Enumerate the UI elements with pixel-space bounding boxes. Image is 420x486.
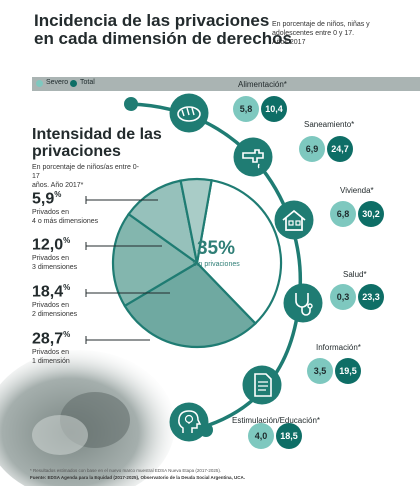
dimension-label: Alimentación* — [238, 80, 287, 89]
pie-center-caption: Sin privaciones — [192, 261, 240, 268]
intensity-value: 12,0% — [32, 236, 71, 254]
faucet-icon — [233, 137, 273, 177]
child-photo — [0, 350, 175, 486]
pie-slice-3 — [127, 179, 199, 266]
dimension-label: Saneamiento* — [304, 120, 355, 129]
pie-center-label: 35% Sin privaciones — [188, 238, 244, 268]
legend-total-label: Total — [80, 79, 95, 86]
total-value-bubble: 30,2 — [358, 201, 384, 227]
document-icon — [242, 365, 282, 405]
intensity-label-3: 28,7% Privados en 1 dimensión — [32, 330, 70, 366]
intensity-desc-1: Privados en — [32, 349, 69, 357]
severe-value-bubble: 6,9 — [299, 136, 325, 162]
intensity-label-1: 12,0% Privados en 3 dimensiones — [32, 236, 77, 272]
stethoscope-icon — [283, 283, 323, 323]
intensity-value: 18,4% — [32, 283, 71, 301]
total-value-bubble: 24,7 — [327, 136, 353, 162]
pie-slice-2 — [111, 212, 200, 308]
dimension-label: Estimulación/Educación* — [232, 416, 321, 425]
pie-slice-1 — [123, 261, 257, 349]
intensity-title: Intensidad de las privaciones — [32, 126, 162, 160]
intensity-value: 28,7% — [32, 330, 71, 348]
dimension-label: Información* — [316, 343, 361, 352]
intensity-label-0: 5,9% Privados en 4 o más dimensiones — [32, 190, 98, 226]
total-value-bubble: 18,5 — [276, 423, 302, 449]
total-value-bubble: 19,5 — [335, 358, 361, 384]
total-value-bubble: 23,3 — [358, 284, 384, 310]
intensity-desc-2: 2 dimensiones — [32, 311, 78, 319]
intensity-desc-1: Privados en — [32, 302, 69, 310]
intensity-value: 5,9% — [32, 190, 62, 208]
severe-value-bubble: 0,3 — [330, 284, 356, 310]
main-title: Incidencia de las privaciones en cada di… — [34, 11, 292, 48]
severe-value-bubble: 5,8 — [233, 96, 259, 122]
intensity-desc-2: 4 o más dimensiones — [32, 218, 99, 226]
dimension-label: Vivienda* — [340, 186, 374, 195]
pie-center-value: 35% — [196, 238, 236, 259]
head-bulb-icon — [169, 402, 209, 442]
pie-slice-0 — [195, 179, 283, 325]
severe-value-bubble: 6,8 — [330, 201, 356, 227]
bread-icon — [169, 93, 209, 133]
dimension-label: Salud* — [343, 270, 367, 279]
severe-value-bubble: 4,0 — [248, 423, 274, 449]
house-icon — [274, 200, 314, 240]
intensity-subtitle: En porcentaje de niños/as entre 0-17 año… — [32, 164, 140, 189]
legend-severe-swatch — [36, 80, 43, 87]
pie-slice-4 — [179, 177, 213, 264]
intensity-desc-1: Privados en — [32, 209, 69, 217]
total-value-bubble: 10,4 — [261, 96, 287, 122]
main-subtitle: En porcentaje de niños, niñas y adolesce… — [272, 21, 370, 46]
intensity-desc-2: 3 dimensiones — [32, 264, 78, 272]
arc-end-dot — [124, 97, 138, 111]
severe-value-bubble: 3,5 — [307, 358, 333, 384]
intensity-label-2: 18,4% Privados en 2 dimensiones — [32, 283, 77, 319]
intensity-desc-1: Privados en — [32, 255, 69, 263]
legend-total-swatch — [70, 80, 77, 87]
legend-severe-label: Severo — [46, 79, 69, 86]
footnote: * Resultados estimados con base en el nu… — [30, 468, 222, 473]
legend: Severo Total — [32, 77, 420, 91]
intensity-desc-2: 1 dimensión — [32, 358, 70, 366]
source-note: Fuente: EDSA Agenda para la Equidad (201… — [30, 475, 246, 480]
